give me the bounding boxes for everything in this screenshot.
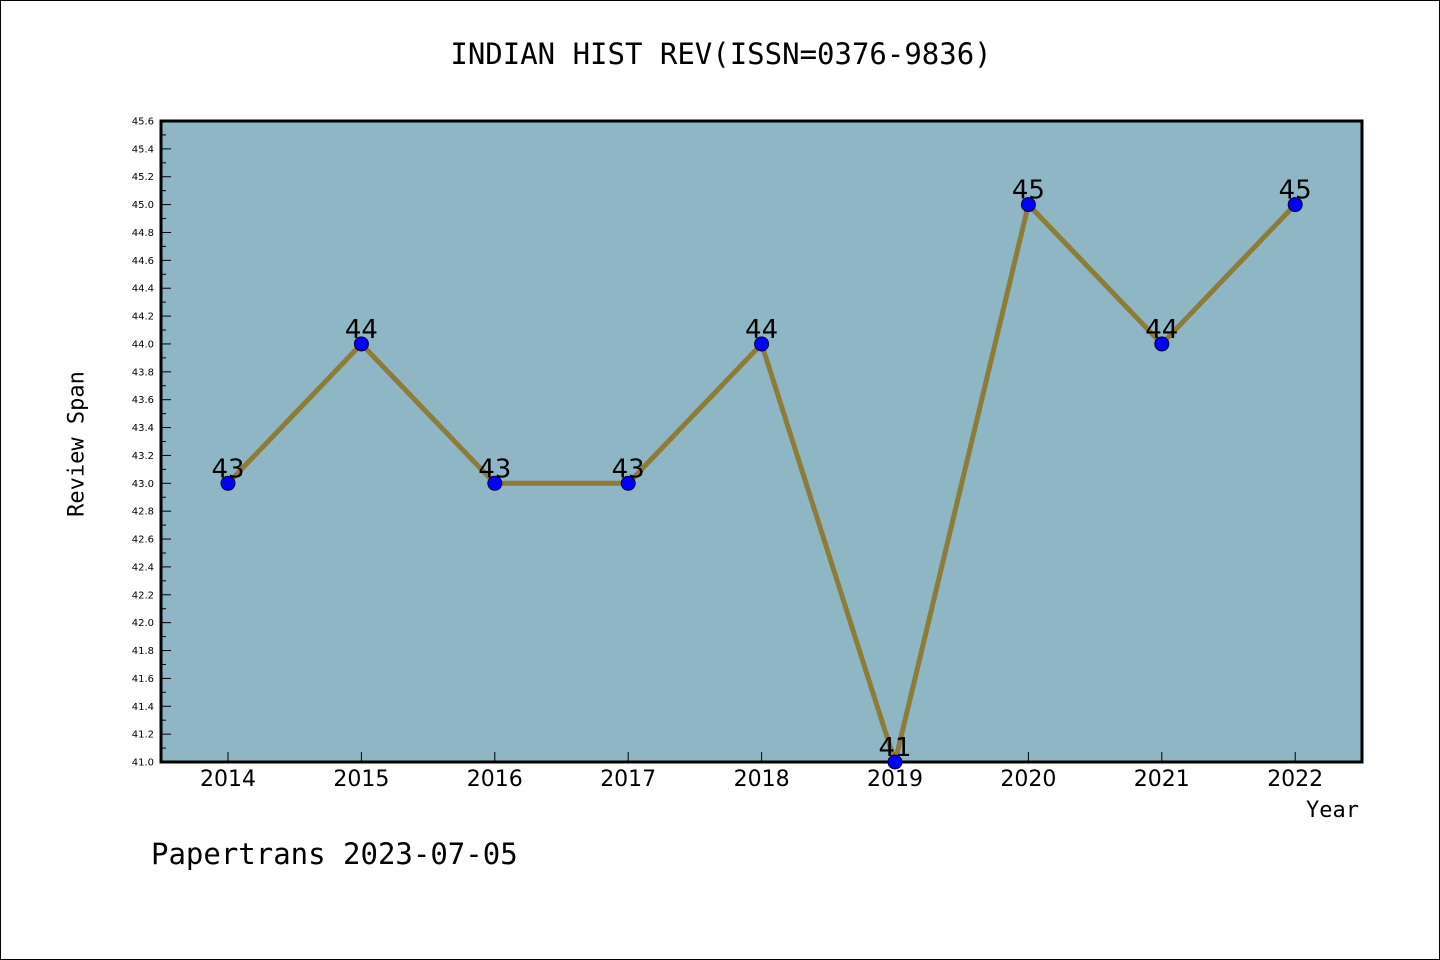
y-tick-label: 41.0: [132, 758, 154, 769]
data-point: [353, 336, 369, 352]
x-axis-label: Year: [1306, 798, 1359, 823]
data-label: 45: [1279, 176, 1312, 206]
data-label: 44: [1145, 315, 1178, 345]
y-tick-label: 44.8: [132, 228, 154, 239]
x-tick-label: 2017: [600, 767, 656, 792]
data-point: [1154, 336, 1170, 352]
x-tick-label: 2022: [1267, 767, 1323, 792]
data-point: [754, 336, 770, 352]
chart-title: INDIAN HIST REV(ISSN=0376-9836): [450, 37, 992, 71]
x-tick-label: 2020: [1000, 767, 1056, 792]
y-axis-ticks: 41.0 41.2 41.4 41.6 41.8 42.0 42.2 42.4 42.6 42.8…: [132, 117, 171, 769]
y-tick-label: 42.0: [132, 618, 154, 629]
y-tick-label: 45.4: [132, 144, 154, 155]
data-label: 44: [745, 315, 778, 345]
data-point: [1020, 197, 1036, 213]
data-point: [620, 475, 636, 491]
y-tick-label: 44.4: [132, 284, 154, 295]
y-tick-label: 44.2: [132, 312, 154, 323]
y-tick-label: 42.2: [132, 590, 154, 601]
x-tick-label: 2018: [734, 767, 790, 792]
data-label: 43: [612, 454, 645, 484]
y-tick-label: 41.8: [132, 646, 154, 657]
data-point: [887, 754, 903, 770]
y-tick-label: 43.2: [132, 451, 154, 462]
data-label: 41: [878, 733, 911, 763]
data-label: 45: [1012, 176, 1045, 206]
y-tick-label: 44.6: [132, 256, 154, 267]
y-tick-label: 44.0: [132, 339, 154, 350]
data-point: [487, 475, 503, 491]
data-label: 43: [211, 454, 244, 484]
y-tick-label: 43.6: [132, 395, 154, 406]
data-point: [1287, 197, 1303, 213]
data-label: 44: [345, 315, 378, 345]
data-labels: 43 44 43 43 44 41 45 44 45: [211, 176, 1311, 763]
data-point: [220, 475, 236, 491]
x-axis-ticks: 2014 2015 2016 2017 2018 2019 2020 2021 2022: [200, 752, 1323, 792]
x-tick-label: 2014: [200, 767, 256, 792]
x-tick-label: 2015: [333, 767, 389, 792]
x-tick-label: 2021: [1134, 767, 1190, 792]
data-markers: [220, 197, 1303, 770]
y-tick-label: 42.6: [132, 535, 154, 546]
y-tick-label: 42.4: [132, 562, 154, 573]
y-tick-label: 43.8: [132, 367, 154, 378]
y-tick-label: 43.0: [132, 479, 154, 490]
plot-area: [159, 119, 1364, 764]
footer-note: Papertrans 2023-07-05: [151, 837, 518, 871]
x-tick-label: 2016: [467, 767, 523, 792]
y-tick-label: 45.0: [132, 200, 154, 211]
data-label: 43: [478, 454, 511, 484]
y-tick-label: 41.4: [132, 702, 154, 713]
y-tick-label: 45.2: [132, 172, 154, 183]
y-tick-label: 45.6: [132, 117, 154, 128]
y-tick-label: 41.2: [132, 730, 154, 741]
y-tick-label: 43.4: [132, 423, 154, 434]
y-tick-label: 41.6: [132, 674, 154, 685]
x-tick-label: 2019: [867, 767, 923, 792]
y-tick-label: 42.8: [132, 507, 154, 518]
